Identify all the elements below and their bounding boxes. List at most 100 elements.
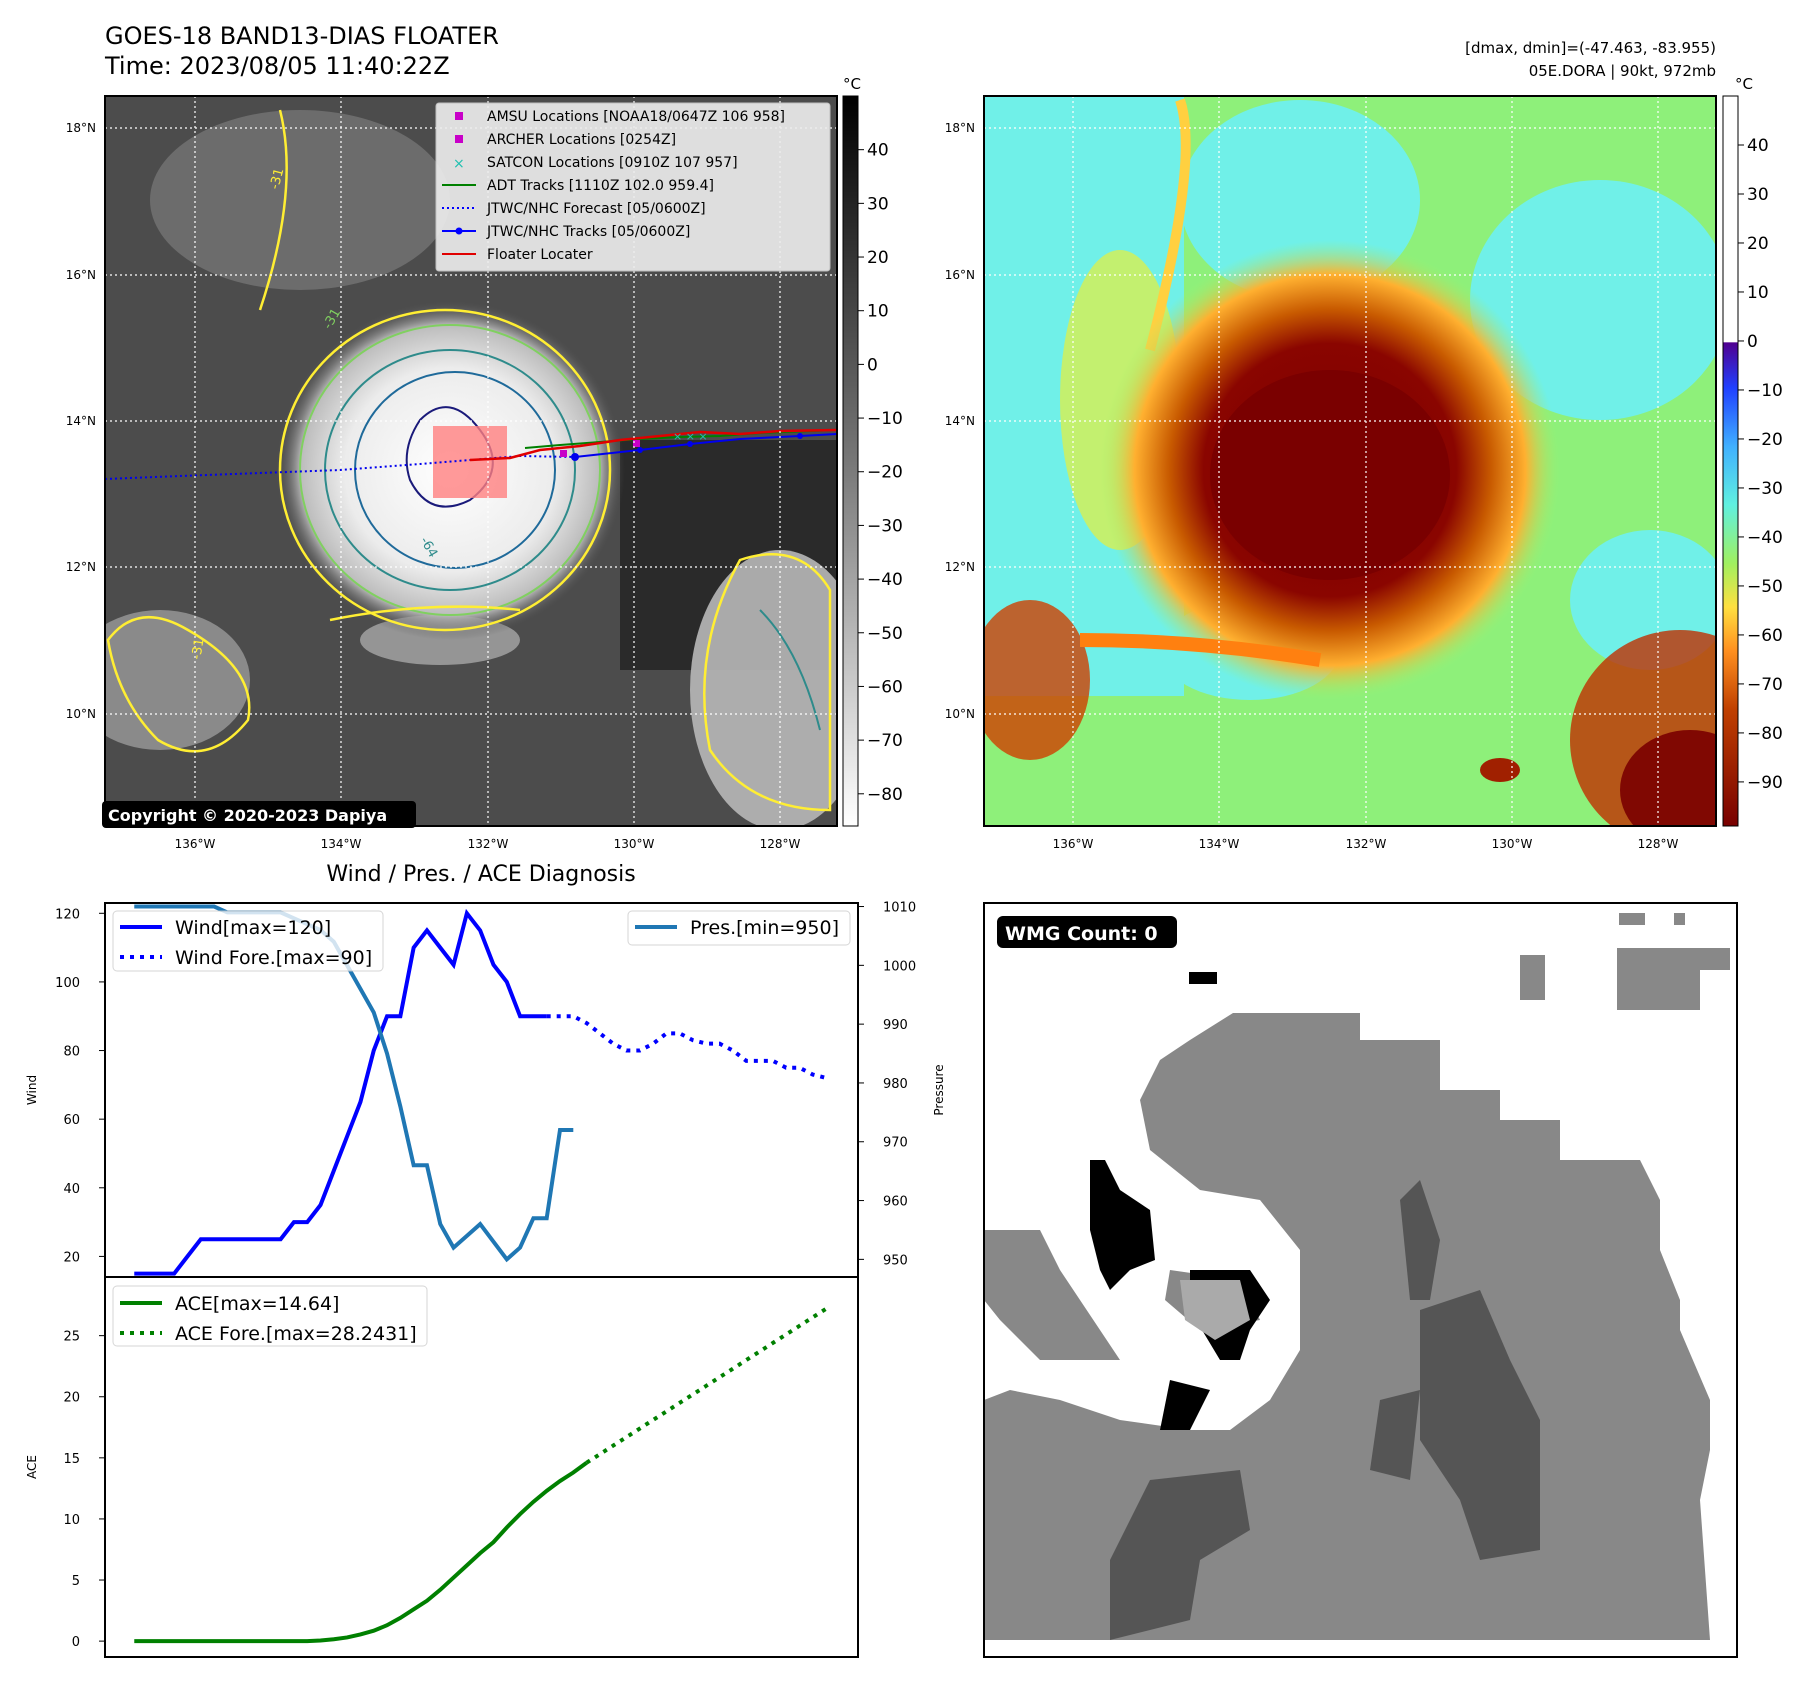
colorbar-tick-label: 30 [1747, 185, 1769, 205]
pressure-tick-label: 1010 [883, 901, 916, 916]
colorbar-unit: °C [1735, 75, 1753, 93]
colorbar-tick-label: −90 [1747, 773, 1783, 793]
ace-chart: ACE 0 5 10 15 20 25 ACE[max=14.64] ACE Fore.[… [25, 1276, 859, 1658]
svg-text:× × ×: × × × [673, 430, 708, 443]
colorbar-tick-label: −40 [1747, 528, 1783, 548]
lat-label: 12°N [66, 560, 96, 574]
colorbar-tick-label: −30 [1747, 479, 1783, 499]
legend-archer: ARCHER Locations [0254Z] [487, 132, 676, 148]
wind-tick-label: 60 [63, 1113, 80, 1128]
wmg-light-region [1180, 1280, 1250, 1340]
contour-label: -31 [267, 167, 287, 191]
wind-tick-label: 80 [63, 1045, 80, 1060]
left-map-axis-labels: 18°N 16°N 14°N 12°N 10°N 136°W 134°W 132… [66, 121, 801, 851]
colorbar-tick-label: −70 [867, 731, 903, 751]
ace-tick-label: 15 [63, 1452, 80, 1467]
pressure-tick-label: 1000 [883, 959, 916, 974]
lat-label: 14°N [945, 414, 975, 428]
pressure-tick-label: 980 [883, 1077, 908, 1092]
lon-label: 128°W [760, 837, 801, 851]
lat-label: 18°N [945, 121, 975, 135]
pressure-tick-label: 970 [883, 1136, 908, 1151]
colorbar-tick-label: 0 [867, 355, 878, 375]
lon-label: 134°W [1199, 837, 1240, 851]
ace-tick-label: 10 [63, 1513, 80, 1528]
gray-colorbar: °C 40 30 20 10 0 −10 −20 −30 −40 −50 −60 −70 −80 [842, 75, 903, 827]
ace-tick-label: 5 [72, 1574, 80, 1589]
ace-axis-title: ACE [25, 1455, 39, 1479]
legend-ace-fore: ACE Fore.[max=28.2431] [175, 1323, 417, 1345]
colorbar-tick-label: 10 [1747, 283, 1769, 303]
pressure-tick-label: 960 [883, 1195, 908, 1210]
diag-title: Wind / Pres. / ACE Diagnosis [326, 862, 635, 887]
colorbar-tick-label: 20 [1747, 234, 1769, 254]
wind-line [134, 908, 547, 1276]
colorbar-tick-label: −40 [867, 570, 903, 590]
colorbar-tick-label: 40 [867, 141, 889, 161]
lat-label: 10°N [945, 707, 975, 721]
colorbar-tick-label: −60 [867, 677, 903, 697]
colorbar-tick-label: −80 [867, 785, 903, 805]
lon-label: 134°W [321, 837, 362, 851]
lat-label: 12°N [945, 560, 975, 574]
legend-satcon: SATCON Locations [0910Z 107 957] [487, 155, 738, 171]
wind-tick-label: 120 [55, 907, 80, 922]
satcon-marker: × [453, 156, 465, 172]
legend-adt: ADT Tracks [1110Z 102.0 959.4] [487, 178, 714, 194]
colorbar-tick-label: −10 [1747, 381, 1783, 401]
colorbar-unit: °C [843, 75, 861, 93]
lat-label: 16°N [945, 268, 975, 282]
colorbar-tick-label: 30 [867, 194, 889, 214]
dmax-dmin-label: [dmax, dmin]=(-47.463, -83.955) [1465, 39, 1716, 57]
legend-wind-fore: Wind Fore.[max=90] [175, 947, 372, 969]
colorbar-tick-label: −70 [1747, 675, 1783, 695]
amsu-marker [455, 112, 463, 120]
map-legend: AMSU Locations [NOAA18/0647Z 106 958] AR… [435, 102, 831, 272]
colorbar-tick-label: −30 [867, 516, 903, 536]
colorbar-tick-label: 10 [867, 302, 889, 322]
jet-colorbar: °C 40 30 20 10 0 −10 −20 −30 −40 −50 −60 −70 −80 −90 [1722, 75, 1783, 827]
right-map-axis-labels: 18°N 16°N 14°N 12°N 10°N 136°W 134°W 132… [945, 121, 1679, 851]
wind-legend: Wind[max=120] Wind Fore.[max=90] [112, 910, 384, 972]
storm-label: 05E.DORA | 90kt, 972mb [1529, 62, 1716, 80]
ace-tick-label: 20 [63, 1391, 80, 1406]
legend-forecast: JTWC/NHC Forecast [05/0600Z] [486, 201, 706, 217]
colorbar-tick-label: −80 [1747, 724, 1783, 744]
pressure-tick-label: 990 [883, 1018, 908, 1033]
lon-label: 132°W [468, 837, 509, 851]
wind-tick-label: 20 [63, 1250, 80, 1265]
ace-line [134, 1461, 588, 1644]
lon-label: 128°W [1638, 837, 1679, 851]
wmg-dark-region [1110, 1180, 1540, 1640]
colorbar-tick-label: 40 [1747, 136, 1769, 156]
right-map-gridlines [984, 96, 1716, 826]
ace-tick-label: 0 [72, 1635, 80, 1650]
lat-label: 10°N [66, 707, 96, 721]
legend-floater: Floater Locater [487, 247, 593, 263]
color-ir-map [983, 95, 1717, 827]
wmg-count: WMG Count: 0 [1005, 923, 1158, 945]
lon-label: 132°W [1346, 837, 1387, 851]
colorbar-tick-label: −10 [867, 409, 903, 429]
figure-time: Time: 2023/08/05 11:40:22Z [104, 52, 450, 80]
lon-label: 130°W [614, 837, 655, 851]
legend-tracks: JTWC/NHC Tracks [05/0600Z] [486, 224, 690, 240]
legend-amsu: AMSU Locations [NOAA18/0647Z 106 958] [487, 109, 785, 125]
copyright: Copyright © 2020-2023 Dapiya [108, 806, 387, 825]
gray-ir-map: × × × -31 -31 -64 -31 Copyright © 2020-2… [102, 95, 838, 828]
wind-tick-label: 100 [55, 976, 80, 991]
legend-wind: Wind[max=120] [175, 917, 331, 939]
figure-title: GOES-18 BAND13-DIAS FLOATER [105, 22, 499, 50]
pressure-line [134, 904, 574, 1263]
lat-label: 18°N [66, 121, 96, 135]
wind-tick-label: 40 [63, 1182, 80, 1197]
lat-label: 14°N [66, 414, 96, 428]
colorbar-tick-label: −60 [1747, 626, 1783, 646]
pressure-legend: Pres.[min=950] [627, 910, 851, 946]
wind-forecast-line [546, 1014, 827, 1080]
legend-pres: Pres.[min=950] [690, 917, 839, 939]
lon-label: 136°W [175, 837, 216, 851]
colorbar-tick-label: −50 [867, 624, 903, 644]
colorbar-tick-label: −20 [867, 463, 903, 483]
ace-forecast-line [585, 1307, 828, 1465]
